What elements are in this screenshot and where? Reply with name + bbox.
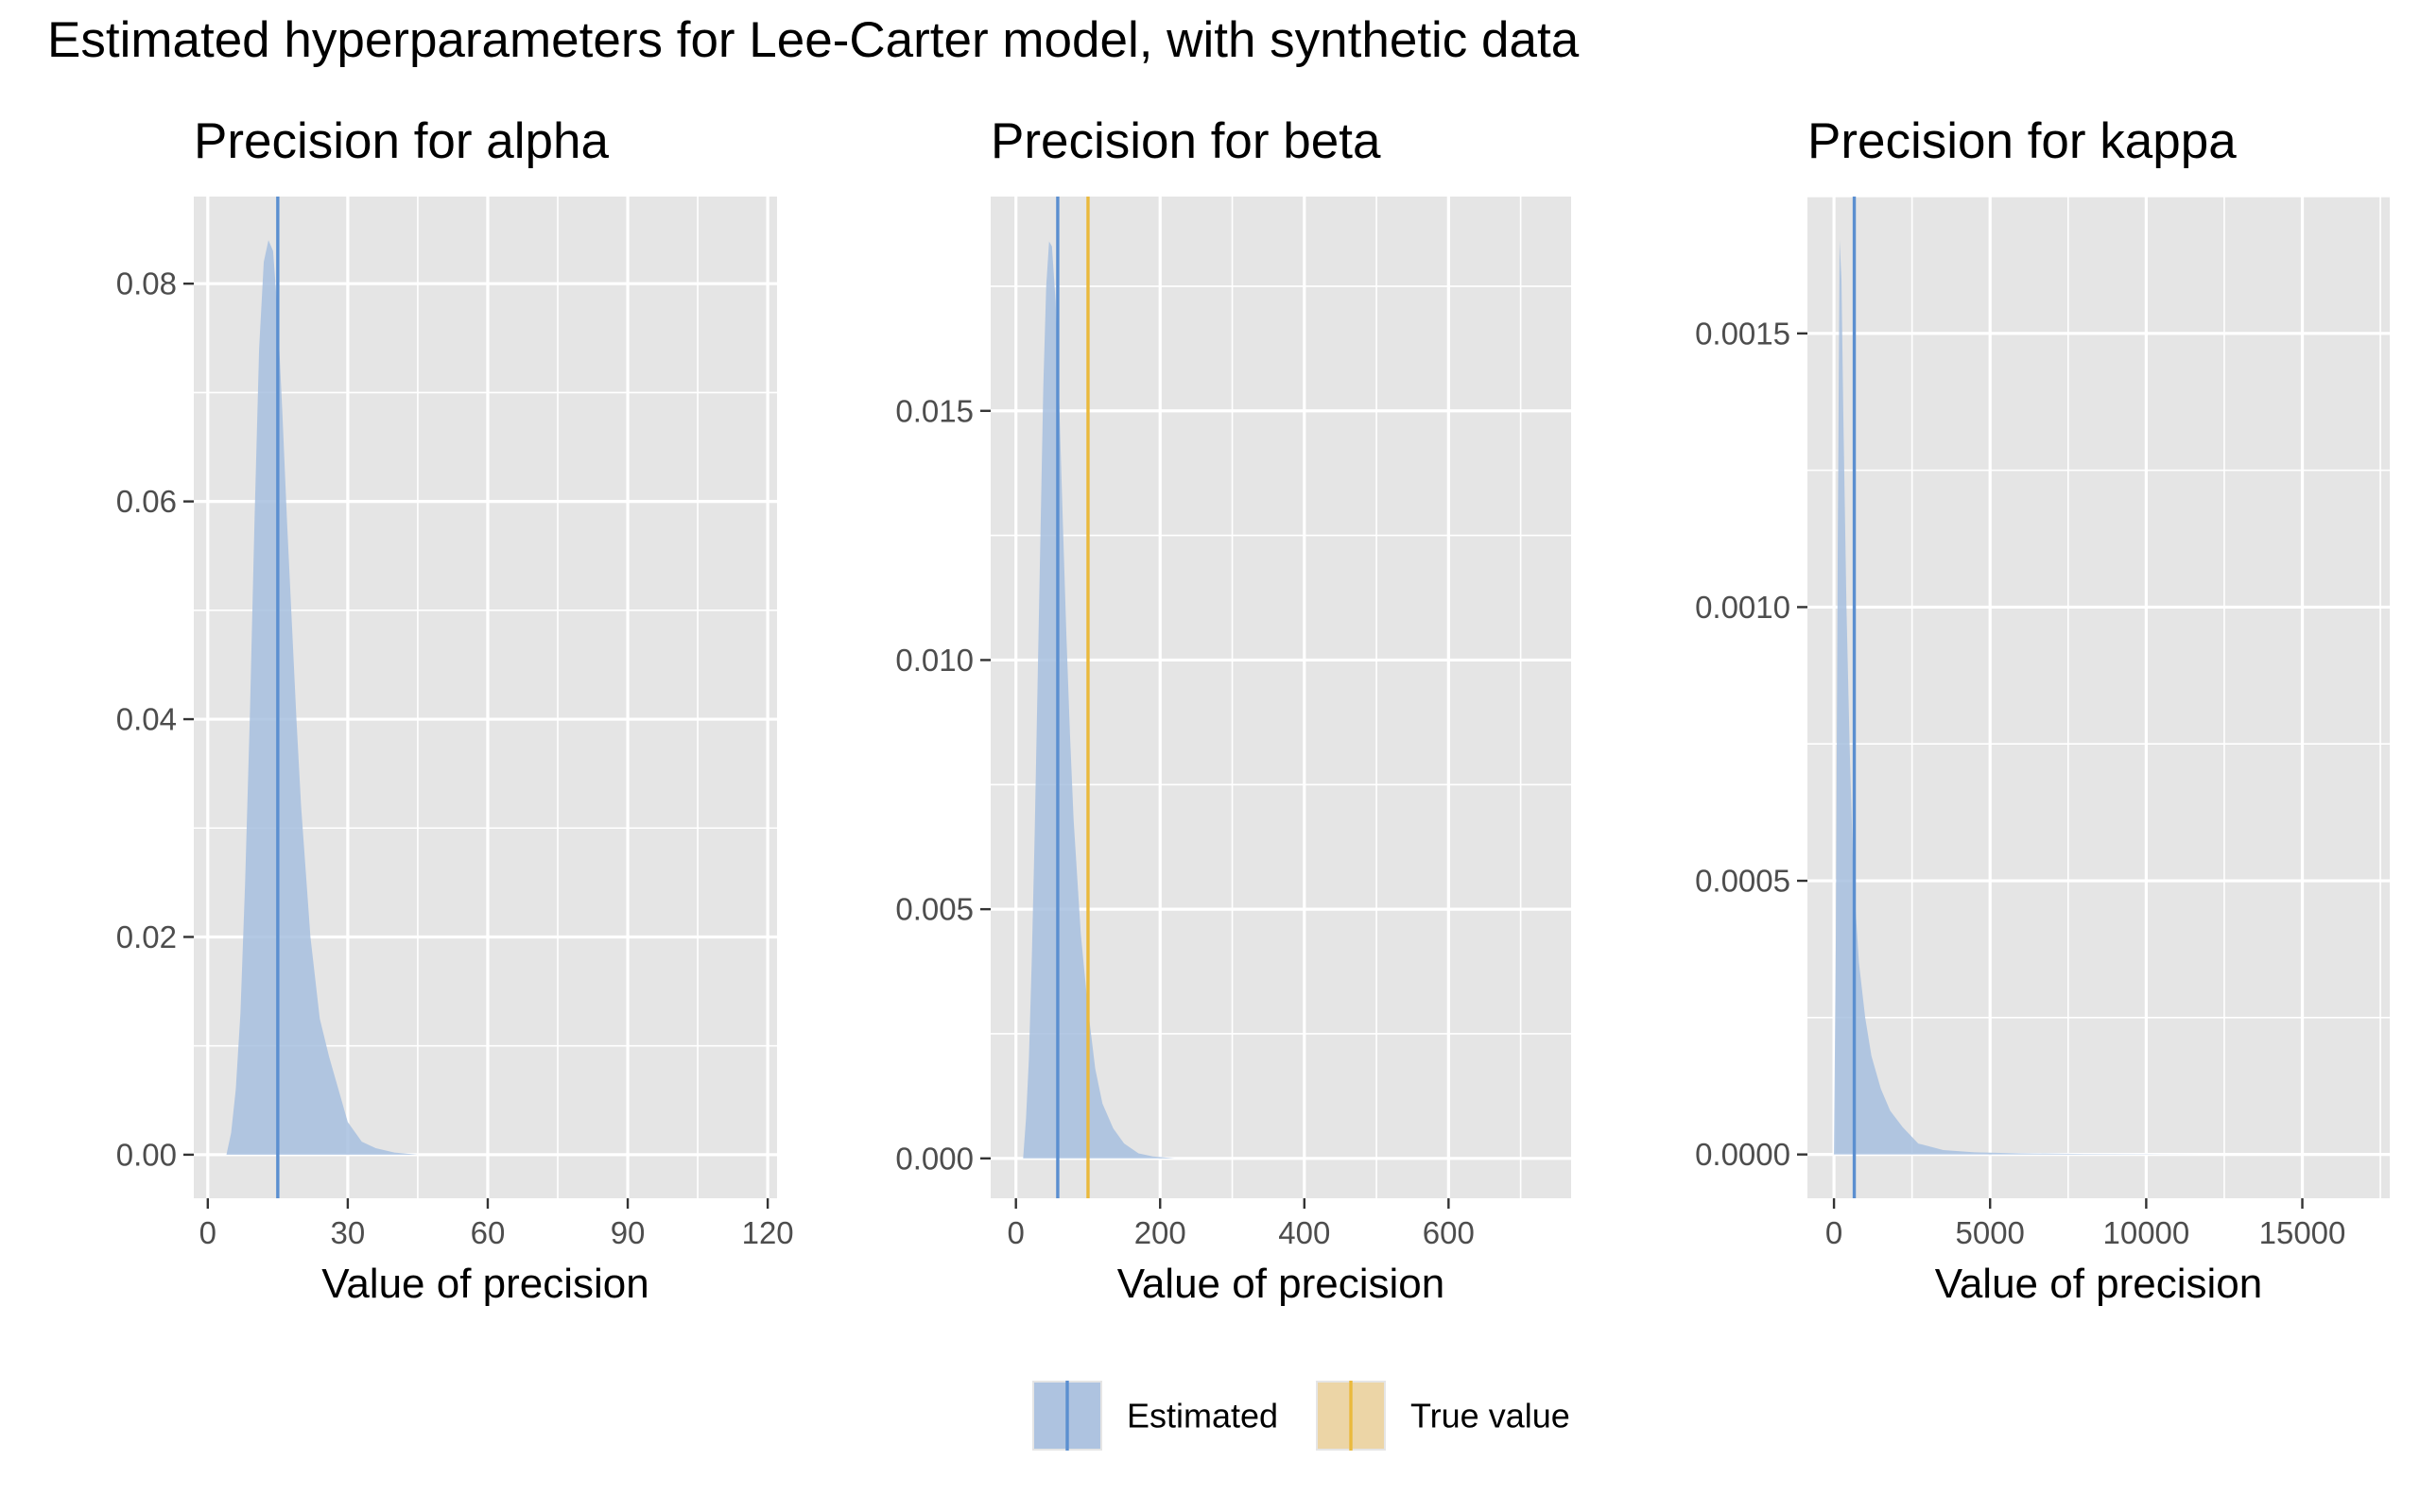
density-area-estimated [1023,241,1175,1159]
y-tick-label: 0.00 [116,1137,177,1172]
panel-3: 0.0000 0.0005 0.0010 0.0015 0 5000 10000 15000 P… [1695,113,2390,1307]
legend: Estimated True value [1032,1381,1570,1451]
legend-label: Estimated [1127,1397,1278,1435]
x-tick-label: 90 [611,1215,646,1250]
x-axis-label: Value of precision [321,1261,649,1307]
panel-2: 0.000 0.005 0.010 0.015 0 200 400 600 Precision … [895,113,1571,1307]
y-tick-label: 0.08 [116,266,177,301]
panel-background [1807,197,2390,1198]
y-tick-label: 0.0000 [1695,1137,1790,1172]
panels: 0.00 0.02 0.04 0.06 0.08 0 30 60 90 120 Precision … [116,113,2390,1307]
y-tick-label: 0.0010 [1695,590,1790,625]
x-tick-label: 400 [1278,1215,1330,1250]
y-tick-label: 0.06 [116,484,177,519]
x-tick-label: 200 [1134,1215,1186,1250]
y-tick-label: 0.000 [895,1141,974,1176]
legend-label: True value [1410,1397,1570,1435]
x-tick-label: 0 [199,1215,216,1250]
x-tick-label: 30 [331,1215,366,1250]
x-tick-label: 10000 [2102,1215,2189,1250]
x-tick-label: 15000 [2259,1215,2346,1250]
x-tick-label: 600 [1423,1215,1475,1250]
legend-item-estimated: Estimated [1032,1381,1278,1451]
x-tick-label: 60 [471,1215,506,1250]
x-tick-label: 0 [1008,1215,1025,1250]
x-tick-label: 5000 [1956,1215,2025,1250]
x-axis-label: Value of precision [1935,1261,2263,1307]
figure-title: Estimated hyperparameters for Lee-Carter… [47,12,1580,68]
panel-title: Precision for kappa [1807,113,2237,169]
y-tick-label: 0.010 [895,643,974,678]
y-tick-label: 0.04 [116,702,177,737]
y-tick-label: 0.005 [895,892,974,927]
x-tick-label: 0 [1825,1215,1842,1250]
legend-item-true: True value [1316,1381,1570,1451]
y-tick-label: 0.015 [895,393,974,428]
y-tick-label: 0.0015 [1695,316,1790,351]
y-tick-label: 0.0005 [1695,864,1790,899]
panel-title: Precision for alpha [194,113,609,169]
panel-title: Precision for beta [991,113,1381,169]
density-area-estimated [226,240,418,1155]
panel-1: 0.00 0.02 0.04 0.06 0.08 0 30 60 90 120 Precision … [116,113,794,1307]
x-axis-label: Value of precision [1117,1261,1445,1307]
x-tick-label: 120 [742,1215,794,1250]
density-area-estimated [1834,240,2209,1155]
y-tick-label: 0.02 [116,919,177,954]
